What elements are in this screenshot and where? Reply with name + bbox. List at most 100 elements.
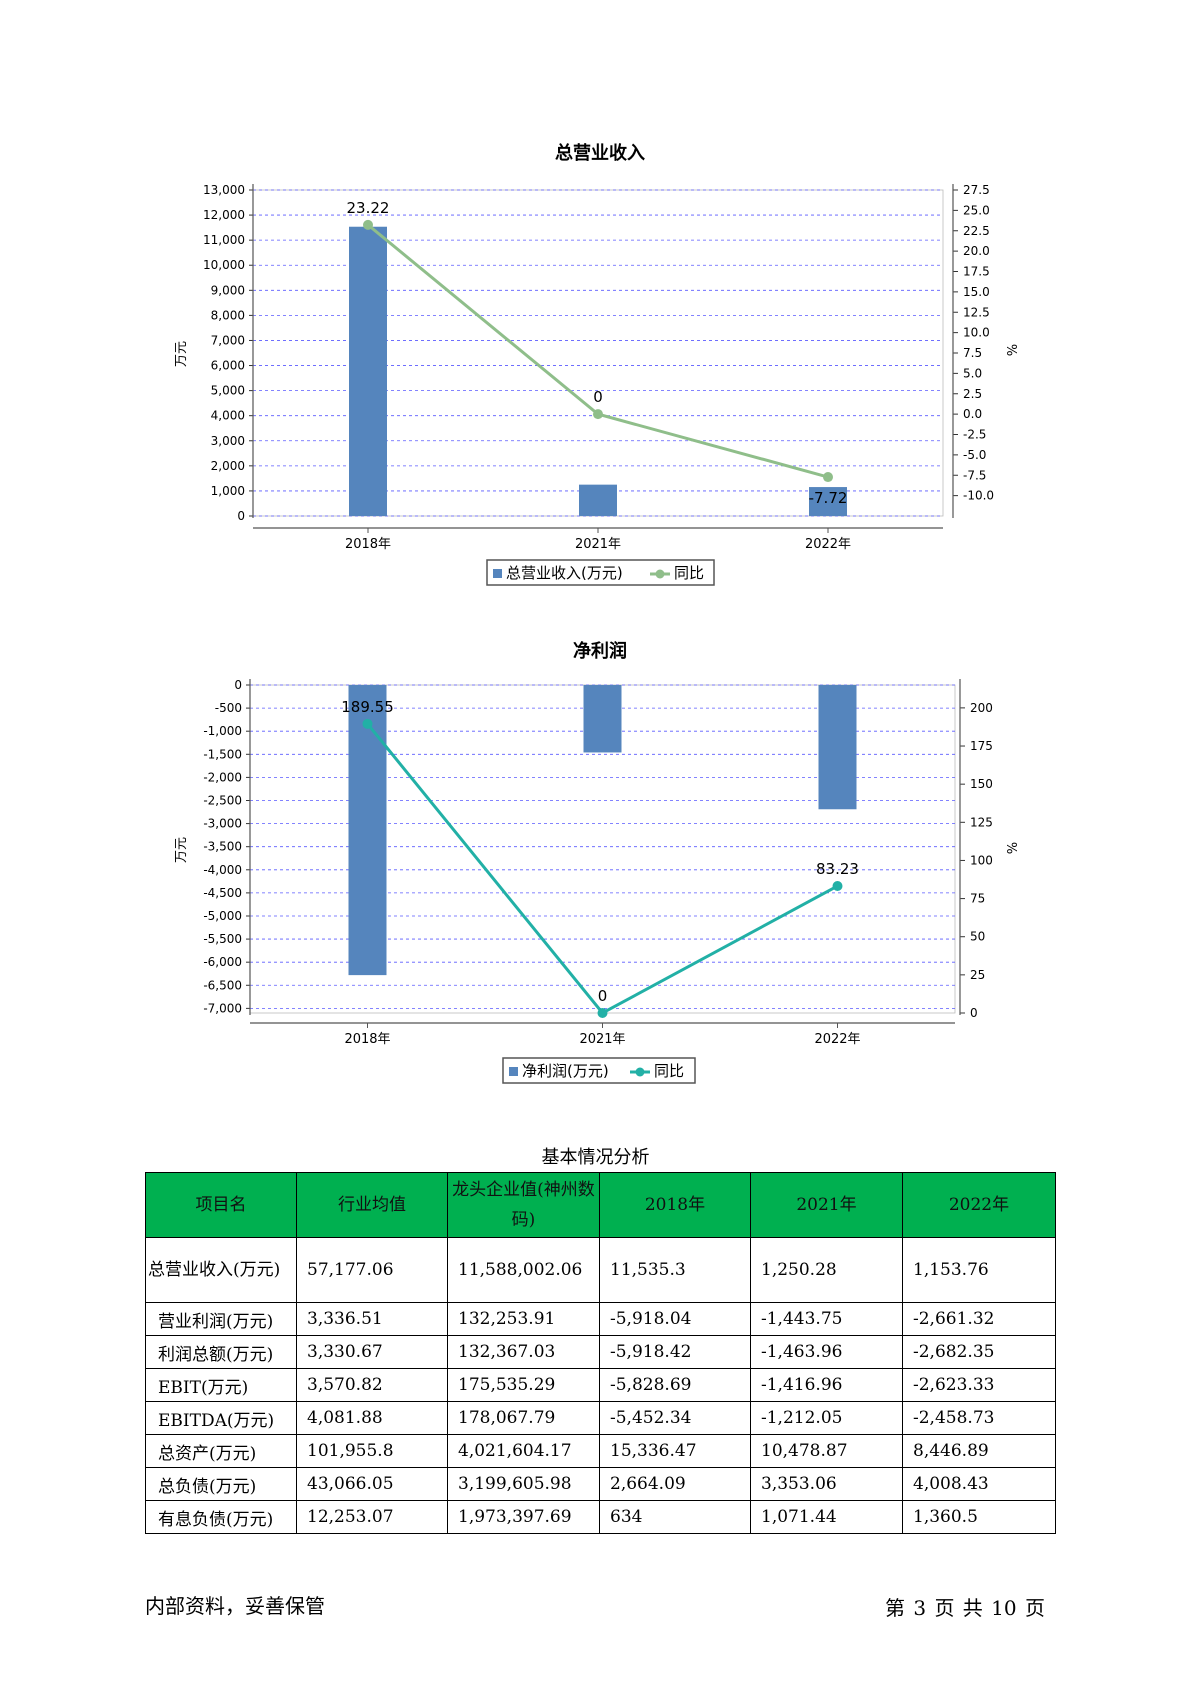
y-right-tick-label: 75 <box>970 892 985 906</box>
y-tick-label: -5,500 <box>203 932 242 946</box>
table-cell: 2,664.09 <box>599 1467 751 1501</box>
table-cell: 1,360.5 <box>902 1500 1056 1534</box>
legend-bar-swatch <box>493 569 502 578</box>
table-cell: 3,330.67 <box>296 1335 448 1369</box>
chart-legend: 总营业收入(万元) 同比 <box>486 559 715 586</box>
y-tick-label: 4,000 <box>211 409 245 423</box>
y-axis-right-label: % <box>1003 344 1018 356</box>
table-cell: -5,918.04 <box>599 1302 751 1336</box>
table-cell: -5,918.42 <box>599 1335 751 1369</box>
table-cell: -2,661.32 <box>902 1302 1056 1336</box>
table-cell: 10,478.87 <box>750 1434 903 1468</box>
y-right-tick-label: 175 <box>970 739 993 753</box>
table-cell: 3,199,605.98 <box>447 1467 600 1501</box>
net-profit-chart: 净利润 0 -500 -1,000 -1,500 -2,000 -2,500 -3,000 -… <box>174 640 1018 1084</box>
header-leader-value: 龙头企业值(神州数码) <box>447 1172 600 1238</box>
y-right-tick-label: 200 <box>970 701 993 715</box>
y-tick-label: -5,000 <box>203 909 242 923</box>
chart-title: 总营业收入 <box>555 142 645 164</box>
x-tick-label: 2018年 <box>344 1032 390 1047</box>
y-tick-label: 6,000 <box>211 359 245 373</box>
y-right-tick-label: 5.0 <box>963 366 982 380</box>
table-cell: 43,066.05 <box>296 1467 448 1501</box>
table-cell: -2,623.33 <box>902 1368 1056 1402</box>
table-title: 基本情况分析 <box>541 1147 650 1168</box>
table-cell: 1,071.44 <box>750 1500 903 1534</box>
row-label: 总营业收入(万元) <box>145 1237 297 1303</box>
y-right-tick-label: 150 <box>970 777 993 791</box>
legend-bar-label: 总营业收入(万元) <box>506 564 623 582</box>
y-tick-label: 9,000 <box>211 283 245 297</box>
y-tick-label: 0 <box>237 509 245 523</box>
table-cell: 101,955.8 <box>296 1434 448 1468</box>
y-tick-label: -6,500 <box>203 978 242 992</box>
y-right-tick-label: 25 <box>970 968 985 982</box>
x-tick-label: 2022年 <box>805 537 851 552</box>
y-right-tick-label: -10.0 <box>963 489 994 503</box>
row-label: 总负债(万元) <box>145 1467 297 1501</box>
y-right-tick-label: 20.0 <box>963 244 990 258</box>
series-line <box>367 223 829 479</box>
table-cell: 178,067.79 <box>447 1401 600 1435</box>
table-cell: -1,443.75 <box>750 1302 903 1336</box>
header-industry-avg: 行业均值 <box>296 1172 448 1238</box>
header-2021: 2021年 <box>750 1172 903 1238</box>
table-row: EBIT(万元) 3,570.82 175,535.29 -5,828.69 -1,41… <box>145 1368 1056 1402</box>
data-label: 23.22 <box>347 199 390 217</box>
y-right-tick-label: 27.5 <box>963 183 990 197</box>
y-tick-label: -3,000 <box>203 817 242 831</box>
y-tick-label: -4,000 <box>203 863 242 877</box>
line-point <box>832 881 843 892</box>
y-right-tick-label: 100 <box>970 853 993 867</box>
table-cell: 132,253.91 <box>447 1302 600 1336</box>
table-cell: -2,458.73 <box>902 1401 1056 1435</box>
series-line <box>366 722 839 1015</box>
table-cell: -5,452.34 <box>599 1401 751 1435</box>
data-label: -7.72 <box>809 489 848 507</box>
bar <box>349 226 387 516</box>
line-point <box>363 219 373 230</box>
y-tick-label: 10,000 <box>203 258 245 272</box>
y-right-tick-label: 0.0 <box>963 407 982 421</box>
y-tick-label: 0 <box>234 678 242 692</box>
y-right-tick-label: 12.5 <box>963 305 990 319</box>
row-label: 总资产(万元) <box>145 1434 297 1468</box>
table-cell: 3,336.51 <box>296 1302 448 1336</box>
y-tick-label: -4,500 <box>203 886 242 900</box>
bar <box>583 685 622 753</box>
y-tick-label: 8,000 <box>211 308 245 322</box>
revenue-chart: 总营业收入 0 1,000 2,000 3,000 4,000 5,000 6,000 7,0… <box>174 142 1018 586</box>
table-row: EBITDA(万元) 4,081.88 178,067.79 -5,452.34 -1,… <box>145 1401 1056 1435</box>
table-cell: 3,570.82 <box>296 1368 448 1402</box>
row-label: EBITDA(万元) <box>145 1401 297 1435</box>
table-cell: 15,336.47 <box>599 1434 751 1468</box>
data-label: 189.55 <box>341 698 394 716</box>
table-cell: 634 <box>599 1500 751 1534</box>
legend-line-marker <box>635 1067 645 1077</box>
table-cell: -1,212.05 <box>750 1401 903 1435</box>
table-cell: -2,682.35 <box>902 1335 1056 1369</box>
y-tick-label: -1,500 <box>203 747 242 761</box>
y-tick-label: -3,500 <box>203 840 242 854</box>
y-right-tick-label: 2.5 <box>963 387 982 401</box>
y-right-tick-label: -7.5 <box>963 468 986 482</box>
table-cell: 11,588,002.06 <box>447 1237 600 1303</box>
row-label: 营业利润(万元) <box>145 1302 297 1336</box>
table-cell: 4,008.43 <box>902 1467 1056 1501</box>
footer-confidential-note: 内部资料，妥善保管 <box>145 1594 325 1618</box>
row-label: EBIT(万元) <box>145 1368 297 1402</box>
page-number: 第 3 页 共 10 页 <box>885 1596 1045 1620</box>
y-axis-left-label: 万元 <box>174 837 189 863</box>
y-right-tick-label: 0 <box>970 1006 978 1020</box>
y-tick-label: 5,000 <box>211 384 245 398</box>
basic-analysis-table: 项目名 行业均值 龙头企业值(神州数码) 2018年 2021年 2022年 总… <box>145 1172 1056 1534</box>
y-right-tick-label: 7.5 <box>963 346 982 360</box>
x-tick-label: 2018年 <box>345 537 391 552</box>
chart-title: 净利润 <box>573 640 627 662</box>
header-2022: 2022年 <box>902 1172 1056 1238</box>
y-tick-label: 7,000 <box>211 333 245 347</box>
y-tick-label: -7,000 <box>203 1001 242 1015</box>
table-cell: 57,177.06 <box>296 1237 448 1303</box>
y-tick-label: -2,500 <box>203 793 242 807</box>
data-label: 83.23 <box>816 860 859 878</box>
